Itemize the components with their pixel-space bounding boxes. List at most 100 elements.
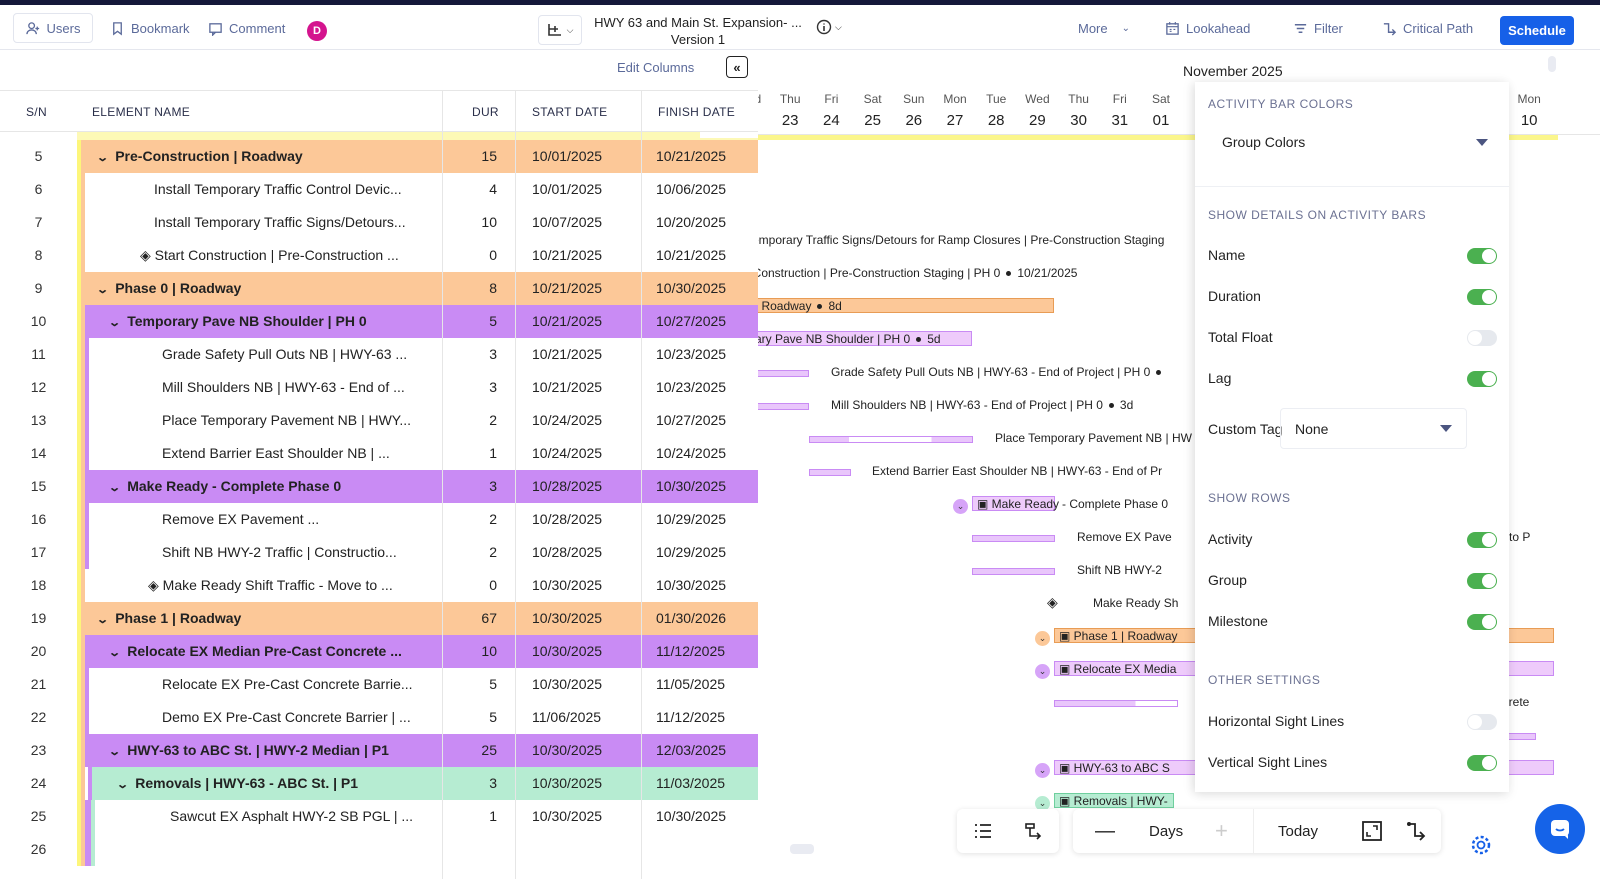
row-element-name[interactable]: ⌄ Phase 0 | Roadway [98,280,418,296]
row-element-name[interactable]: Grade Safety Pull Outs NB | HWY-63 ... [162,346,432,362]
table-row[interactable]: 12 Mill Shoulders NB | HWY-63 - End of ..… [0,371,758,404]
gantt-bar-removals[interactable]: ▣ Removals | HWY- [1054,793,1174,808]
row-element-name[interactable]: Mill Shoulders NB | HWY-63 - End of ... [162,379,432,395]
chevron-down-icon[interactable]: ⌄ [98,283,109,296]
row-element-name[interactable]: Install Temporary Traffic Control Devic.… [154,181,432,197]
info-dropdown[interactable]: ⌵ [816,19,842,35]
comment-button[interactable]: Comment [208,13,285,43]
more-button[interactable]: More ⌄ [1078,13,1130,43]
gantt-bar-r17[interactable] [972,568,1055,575]
gantt-bar-r16[interactable] [972,535,1055,542]
table-row[interactable]: 9 ⌄ Phase 0 | Roadway 8 10/21/2025 10/30/2025 [0,272,758,305]
table-row[interactable]: 10 ⌄ Temporary Pave NB Shoulder | PH 0 5 10/… [0,305,758,338]
avatar[interactable]: D [307,21,327,41]
project-title[interactable]: HWY 63 and Main St. Expansion- ... Versi… [592,14,804,48]
gantt-bar-r12[interactable] [758,403,809,410]
chevron-down-icon[interactable]: ⌄ [110,646,121,659]
gantt-bar-phase0[interactable]: | Roadway 8d [758,298,1054,313]
filter-button[interactable]: Filter [1293,13,1343,43]
view-selector[interactable]: ⌵ [538,15,582,45]
table-row[interactable]: 21 Relocate EX Pre-Cast Concrete Barrie..… [0,668,758,701]
table-row[interactable]: 26 [0,833,758,866]
table-row[interactable]: 25 Sawcut EX Asphalt HWY-2 SB PGL | ... 1 1… [0,800,758,833]
row-element-name[interactable]: ⌄ HWY-63 to ABC St. | HWY-2 Median | P1 [110,742,418,758]
row-element-name[interactable]: Extend Barrier East Shoulder NB | ... [162,445,432,461]
table-row[interactable]: 19 ⌄ Phase 1 | Roadway 67 10/30/2025 01/30/20… [0,602,758,635]
collapse-circle-icon[interactable]: ⌄ [953,496,968,514]
row-element-name[interactable]: Install Temporary Traffic Signs/Detours.… [154,214,432,230]
gantt-bar-r11[interactable] [758,370,809,377]
col-header-finish-date[interactable]: FINISH DATE [658,105,736,119]
row-element-name[interactable]: ⌄ Pre-Construction | Roadway [98,148,418,164]
chevron-down-icon[interactable]: ⌄ [110,745,121,758]
row-element-name[interactable]: Remove EX Pavement ... [162,511,432,527]
row-element-name[interactable]: ◈ Start Construction | Pre-Construction … [140,247,418,264]
custom-tag-dropdown[interactable]: None [1280,408,1467,449]
col-header-sn[interactable]: S/N [26,105,47,119]
table-row[interactable]: 24 ⌄ Removals | HWY-63 - ABC St. | P1 3 10/3… [0,767,758,800]
bookmark-button[interactable]: Bookmark [110,13,190,43]
collapse-circle-icon[interactable]: ⌄ [1035,628,1050,646]
row-element-name[interactable]: Place Temporary Pavement NB | HWY... [162,412,432,428]
gantt-vertical-scrollbar[interactable] [1548,56,1556,72]
activity-toggle[interactable] [1467,532,1497,548]
table-row[interactable]: 5 ⌄ Pre-Construction | Roadway 15 10/01/2025… [0,140,758,173]
dependency-view-icon[interactable] [1024,822,1044,840]
col-header-element-name[interactable]: ELEMENT NAME [92,105,191,119]
col-header-dur[interactable]: DUR [472,105,499,119]
row-element-name[interactable]: Demo EX Pre-Cast Concrete Barrier | ... [162,709,432,725]
gantt-bar-temp-pave[interactable]: ary Pave NB Shoulder | PH 0 5d [758,331,972,346]
collapse-circle-icon[interactable]: ⌄ [1035,760,1050,778]
collapse-circle-icon[interactable]: ⌄ [1035,661,1050,679]
gear-icon[interactable] [1470,834,1492,856]
col-header-start-date[interactable]: START DATE [532,105,608,119]
gantt-bar-r14[interactable] [809,469,851,476]
collapse-grid-button[interactable]: « [726,56,748,78]
fit-screen-icon[interactable] [1361,820,1383,842]
table-row[interactable]: 8 ◈ Start Construction | Pre-Construction… [0,239,758,272]
row-element-name[interactable]: Sawcut EX Asphalt HWY-2 SB PGL | ... [170,808,432,824]
schedule-button[interactable]: Schedule [1500,16,1574,45]
duration-toggle[interactable] [1467,289,1497,305]
table-row[interactable]: 17 Shift NB HWY-2 Traffic | Constructio..… [0,536,758,569]
collapse-circle-icon[interactable]: ⌄ [1035,793,1050,811]
table-row[interactable]: 16 Remove EX Pavement ... 2 10/28/2025 10/29… [0,503,758,536]
chevron-down-icon[interactable]: ⌄ [98,151,109,164]
milestone-toggle[interactable] [1467,614,1497,630]
list-view-icon[interactable] [973,822,993,840]
table-row[interactable]: 13 Place Temporary Pavement NB | HWY... 2 1… [0,404,758,437]
chevron-down-icon[interactable]: ⌄ [110,316,121,329]
zoom-out-button[interactable]: — [1095,819,1115,842]
table-row[interactable]: 15 ⌄ Make Ready - Complete Phase 0 3 10/28/2… [0,470,758,503]
chevron-down-icon[interactable]: ⌄ [110,481,121,494]
table-row[interactable]: 23 ⌄ HWY-63 to ABC St. | HWY-2 Median | P1… [0,734,758,767]
critical-path-toggle-icon[interactable] [1406,820,1428,842]
chevron-down-icon[interactable]: ⌄ [118,778,129,791]
chat-support-button[interactable] [1535,804,1585,854]
edit-columns-link[interactable]: Edit Columns [617,60,695,75]
zoom-in-button[interactable]: + [1215,818,1228,843]
group-colors-dropdown[interactable]: Group Colors [1208,128,1488,156]
vertical-sight-lines-toggle[interactable] [1467,755,1497,771]
name-toggle[interactable] [1467,248,1497,264]
table-row[interactable]: 18 ◈ Make Ready Shift Traffic - Move to .… [0,569,758,602]
table-row[interactable]: 20 ⌄ Relocate EX Median Pre-Cast Concrete … [0,635,758,668]
chevron-down-icon[interactable]: ⌄ [98,613,109,626]
table-row[interactable]: 22 Demo EX Pre-Cast Concrete Barrier | ..… [0,701,758,734]
row-element-name[interactable]: ⌄ Relocate EX Median Pre-Cast Concrete ..… [110,643,418,659]
gantt-bar-r13[interactable] [809,436,973,443]
horizontal-sight-lines-toggle[interactable] [1467,714,1497,730]
lookahead-button[interactable]: Lookahead [1165,13,1250,43]
row-element-name[interactable]: Shift NB HWY-2 Traffic | Constructio... [162,544,432,560]
table-row[interactable]: 7 Install Temporary Traffic Signs/Detours… [0,206,758,239]
table-row[interactable]: 6 Install Temporary Traffic Control Devic… [0,173,758,206]
group-toggle[interactable] [1467,573,1497,589]
table-row[interactable]: 11 Grade Safety Pull Outs NB | HWY-63 ...… [0,338,758,371]
row-element-name[interactable]: ⌄ Phase 1 | Roadway [98,610,418,626]
today-button[interactable]: Today [1278,822,1319,840]
gantt-bar-make-ready[interactable]: ▣ Make Ready [972,496,1059,511]
gantt-bar-r21[interactable] [1054,700,1178,707]
lag-toggle[interactable] [1467,371,1497,387]
row-element-name[interactable]: Relocate EX Pre-Cast Concrete Barrie... [162,676,432,692]
row-element-name[interactable]: ⌄ Removals | HWY-63 - ABC St. | P1 [118,775,418,791]
